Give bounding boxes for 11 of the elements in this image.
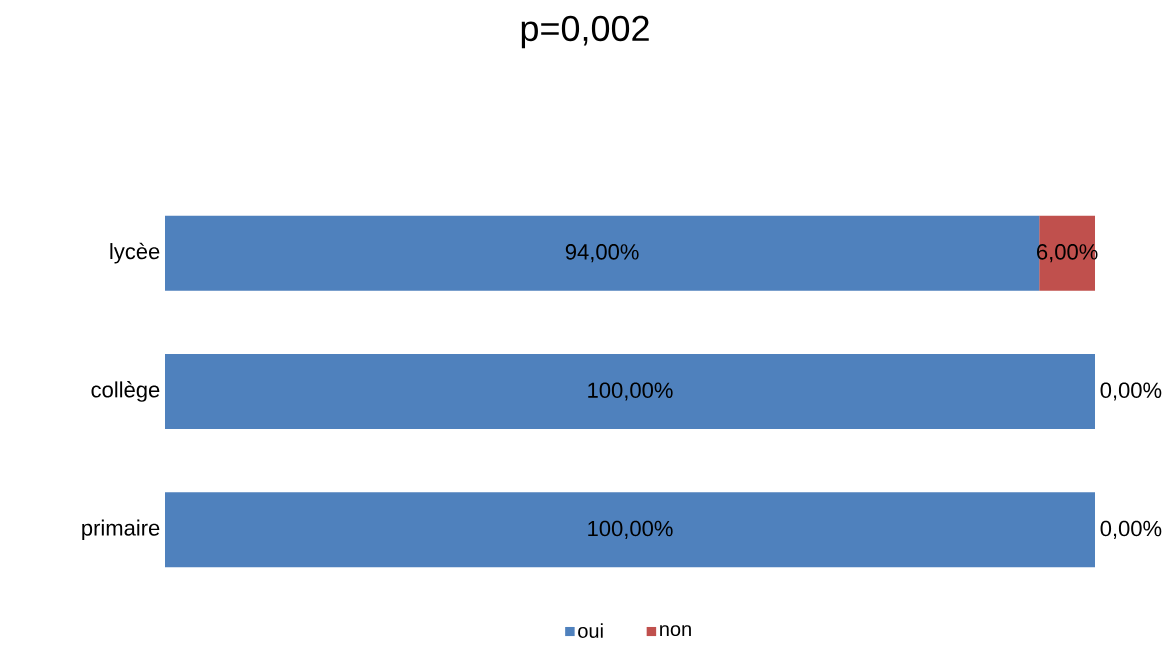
data-label: 100,00%	[588, 520, 673, 539]
data-label: 0,00%	[1100, 520, 1162, 539]
chart-title: p=0,002	[521, 15, 649, 49]
data-label: 100,00%	[588, 382, 673, 401]
data-label: 0,00%	[1100, 382, 1162, 401]
y-tick-label: collège	[91, 381, 160, 402]
y-tick-label: primaire	[82, 519, 160, 541]
data-label: 94,00%	[565, 244, 639, 263]
legend-label: non	[660, 625, 691, 637]
y-tick-label: lycèe	[110, 242, 160, 264]
legend-label: oui	[578, 623, 603, 638]
